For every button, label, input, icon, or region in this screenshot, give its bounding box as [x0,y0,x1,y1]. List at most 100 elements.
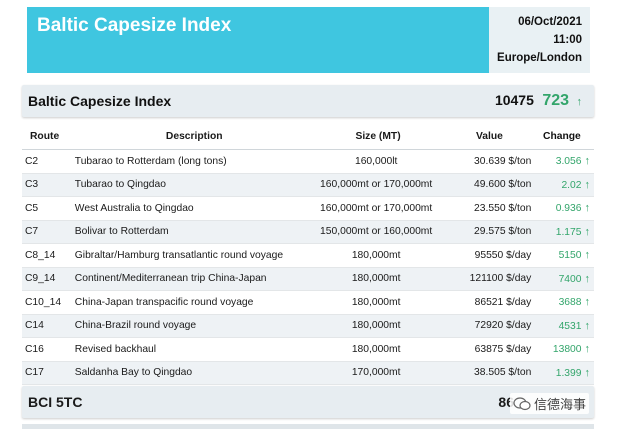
description-cell: Saldanha Bay to Qingdao [65,367,307,378]
size-cell: 180,000mt [307,320,446,331]
description-cell: Tubarao to Qingdao [65,179,307,190]
route-cell: C7 [22,226,65,237]
change-cell-text: 3.056 [555,156,582,168]
bci5tc-summary-bar[interactable]: BCI 5TC 86 [22,386,594,418]
change-cell: 0.936 ↑ [533,202,594,214]
route-cell: C17 [22,367,65,378]
size-cell-text: 180,000mt [351,320,401,332]
value-cell: 86521 $/day [446,297,534,308]
description-cell: West Australia to Qingdao [65,203,307,214]
description-cell-text: Gibraltar/Hamburg transatlantic round vo… [74,249,284,261]
description-cell-text: Revised backhaul [74,343,157,355]
size-cell-text: 150,000mt or 160,000mt [320,226,433,238]
arrow-up-icon: ↑ [584,272,591,285]
table-row[interactable]: C14 China-Brazil round voyage 180,000mt 729… [22,314,594,338]
arrow-up-icon: ↑ [584,343,591,356]
size-cell-text: 180,000mt [351,296,401,308]
watermark-text: 信德海事 [534,397,587,412]
size-cell-text: 180,000mt [351,249,401,261]
index-summary-bar[interactable]: Baltic Capesize Index 10475 723 ↑ [22,85,594,117]
arrow-up-icon: ↑ [584,296,591,309]
index-value: 10475 [494,92,534,108]
change-cell-text: 7400 [558,273,582,285]
table-row[interactable]: C3 Tubarao to Qingdao 160,000mt or 170,000… [22,173,594,197]
route-cell-text: C3 [25,179,39,191]
routes-table: Route Description Size (MT) Value Change… [22,124,594,385]
change-cell: 3.056 ↑ [533,155,594,167]
size-cell: 180,000mt [307,297,446,308]
table-row[interactable]: C8_14 Gibraltar/Hamburg transatlantic rou… [22,244,594,268]
route-cell: C8_14 [22,250,65,261]
arrow-up-icon: ↑ [576,96,583,108]
value-cell: 49.600 $/ton [446,179,534,190]
change-cell-text: 4531 [558,320,582,332]
value-cell: 121100 $/day [446,273,534,284]
value-cell-text: 29.575 $/ton [474,226,532,238]
bci5tc-name: BCI 5TC [28,394,83,410]
header-meta: 06/Oct/2021 11:00 Europe/London [489,7,590,73]
header-value: Value [475,131,503,142]
size-cell-text: 160,000mt or 170,000mt [320,202,433,214]
change-cell: 13800 ↑ [533,343,594,355]
value-cell: 23.550 $/ton [446,203,534,214]
value-cell-text: 63875 $/day [474,343,532,355]
description-cell-text: West Australia to Qingdao [74,202,194,214]
value-cell-text: 49.600 $/ton [474,179,532,191]
size-cell-text: 160,000lt [354,155,398,167]
route-cell: C9_14 [22,273,65,284]
table-row[interactable]: C17 Saldanha Bay to Qingdao 170,000mt 38.50… [22,361,594,385]
table-header: Route Description Size (MT) Value Change [22,124,594,150]
description-cell: Gibraltar/Hamburg transatlantic round vo… [65,250,307,261]
size-cell-text: 160,000mt or 170,000mt [320,179,433,191]
index-value-group: 10475 723 ↑ [495,92,582,110]
route-cell: C3 [22,179,65,190]
table-row[interactable]: C2 Tubarao to Rotterdam (long tons) 160,00… [22,150,594,174]
page-title: Baltic Capesize Index [37,15,232,36]
next-section-edge [22,424,594,429]
size-cell-text: 180,000mt [351,343,401,355]
header-title-box: Baltic Capesize Index [27,7,489,73]
header-route: Route [30,131,60,142]
size-cell: 160,000lt [307,156,446,167]
size-cell: 150,000mt or 160,000mt [307,226,446,237]
arrow-up-icon: ↑ [584,366,591,379]
route-cell-text: C5 [25,202,39,214]
value-cell-text: 23.550 $/ton [474,202,532,214]
description-cell-text: China-Brazil round voyage [74,320,197,332]
arrow-up-icon: ↑ [584,202,591,215]
header: Baltic Capesize Index 06/Oct/2021 11:00 … [27,7,590,73]
description-cell: Continent/Mediterranean trip China-Japan [65,273,307,284]
value-cell: 72920 $/day [446,320,534,331]
value-cell-text: 38.505 $/ton [474,367,532,379]
arrow-up-icon: ↑ [584,155,591,168]
description-cell: Bolivar to Rotterdam [65,226,307,237]
change-cell-text: 3688 [558,297,582,309]
change-cell-text: 5150 [558,250,582,262]
route-cell-text: C16 [25,343,44,355]
table-row[interactable]: C7 Bolivar to Rotterdam 150,000mt or 160,0… [22,220,594,244]
size-cell-text: 180,000mt [351,273,401,285]
change-cell-text: 2.02 [561,179,582,191]
arrow-up-icon: ↑ [584,249,591,262]
table-row[interactable]: C10_14 China-Japan transpacific round voy… [22,291,594,315]
header-time: 11:00 [553,34,582,46]
route-cell: C10_14 [22,297,65,308]
route-cell-text: C14 [25,320,44,332]
header-size: Size (MT) [355,131,401,142]
route-cell-text: C10_14 [25,296,62,308]
description-cell: China-Brazil round voyage [65,320,307,331]
description-cell: Tubarao to Rotterdam (long tons) [65,156,307,167]
table-row[interactable]: C16 Revised backhaul 180,000mt 63875 $/day 1… [22,338,594,362]
table-row[interactable]: C9_14 Continent/Mediterranean trip China-… [22,267,594,291]
header-change: Change [543,131,581,142]
value-cell: 30.639 $/ton [446,156,534,167]
arrow-up-icon: ↑ [584,319,591,332]
route-cell-text: C2 [25,155,39,167]
size-cell: 180,000mt [307,250,446,261]
route-cell-text: C7 [25,226,39,238]
change-cell: 1.399 ↑ [533,367,594,379]
table-row[interactable]: C5 West Australia to Qingdao 160,000mt or … [22,197,594,221]
value-cell: 29.575 $/ton [446,226,534,237]
value-cell-text: 86521 $/day [474,296,532,308]
